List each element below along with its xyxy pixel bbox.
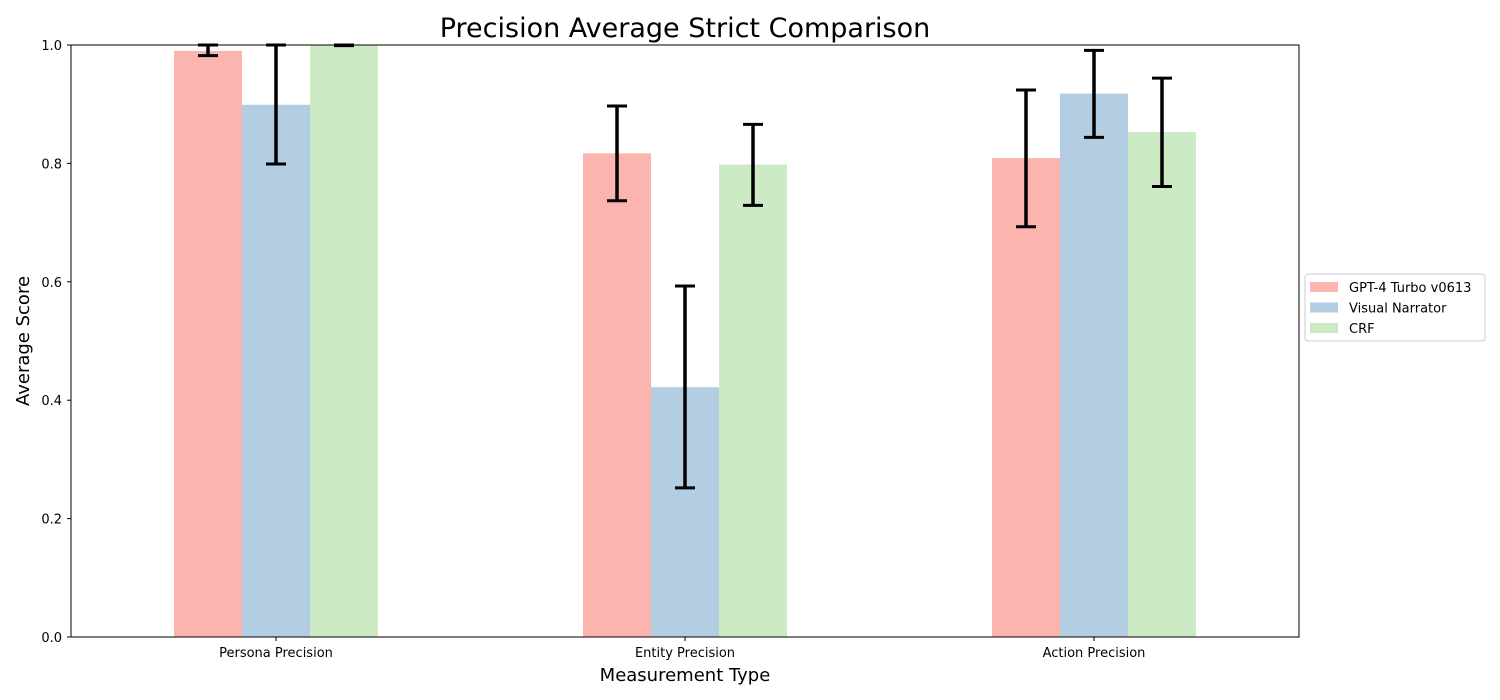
- x-axis-title: Measurement Type: [600, 665, 771, 686]
- y-tick-label-0: 0.0: [41, 631, 62, 646]
- bar-2-1: [719, 164, 787, 638]
- y-axis: 0.0 0.2 0.4 0.6 0.8 1.0: [41, 39, 71, 646]
- bar-2-2: [1128, 132, 1196, 638]
- y-tick-label-5: 1.0: [41, 39, 62, 54]
- y-tick-label-3: 0.6: [41, 276, 62, 291]
- y-tick-label-2: 0.4: [41, 394, 62, 409]
- legend-swatch-2: [1310, 323, 1338, 333]
- bars-layer: [174, 45, 1196, 638]
- x-axis: Persona Precision Entity Precision Action …: [219, 637, 1145, 661]
- legend-box: [1304, 273, 1486, 342]
- legend-swatch-1: [1310, 302, 1338, 313]
- y-tick-label-1: 0.2: [41, 513, 62, 528]
- chart-title: Precision Average Strict Comparison: [440, 13, 931, 44]
- bar-2-0: [310, 45, 378, 637]
- legend-swatch-0: [1310, 282, 1338, 292]
- legend-label-1: Visual Narrator: [1349, 302, 1447, 317]
- x-tick-label-0: Persona Precision: [219, 646, 333, 661]
- bar-0-0: [174, 50, 242, 638]
- bar-0-1: [583, 153, 651, 637]
- x-tick-label-2: Action Precision: [1043, 646, 1146, 661]
- x-tick-label-1: Entity Precision: [635, 646, 735, 661]
- bar-0-2: [992, 158, 1060, 637]
- bar-1-2: [1060, 93, 1128, 637]
- y-axis-title: Average Score: [13, 276, 34, 406]
- legend-label-0: GPT-4 Turbo v0613: [1349, 281, 1471, 296]
- legend-label-2: CRF: [1349, 322, 1375, 337]
- bar-1-0: [242, 104, 310, 638]
- legend: GPT-4 Turbo v0613 Visual Narrator CRF: [1304, 273, 1486, 342]
- y-tick-label-4: 0.8: [41, 157, 62, 172]
